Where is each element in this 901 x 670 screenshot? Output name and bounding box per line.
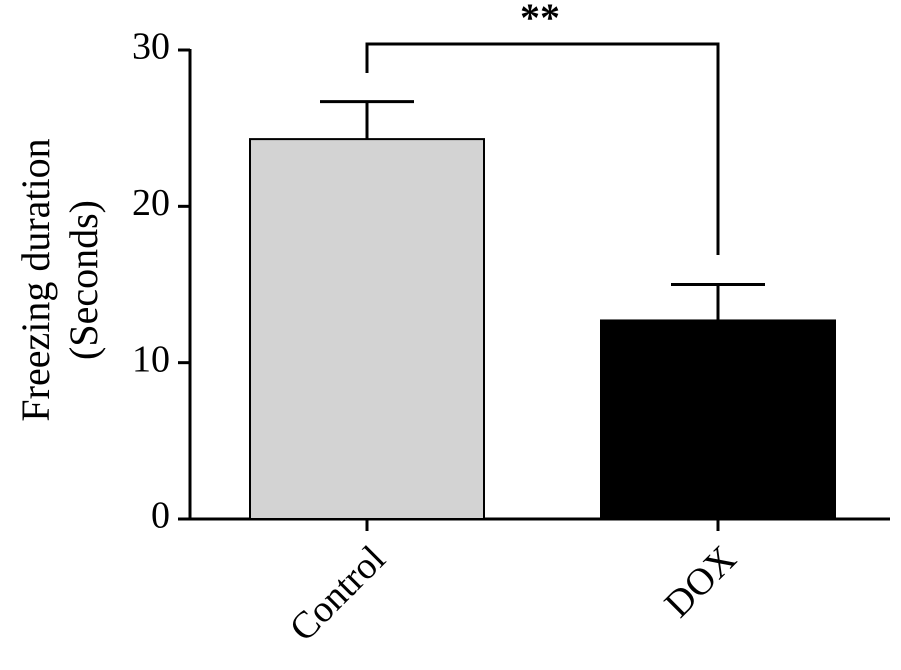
y-tick-label: 20: [132, 182, 170, 224]
x-tick-label: Control: [282, 538, 394, 650]
bar: [249, 138, 485, 521]
y-tick-label: 10: [132, 338, 170, 380]
bar: [600, 319, 836, 520]
y-tick-label: 30: [132, 26, 170, 68]
x-tick-label: DOX: [657, 538, 745, 626]
significance-label: **: [520, 0, 560, 40]
y-axis-label: (Seconds): [61, 200, 106, 360]
y-tick-label: 0: [151, 495, 170, 537]
significance-bracket: [365, 42, 720, 255]
y-axis-label: Freezing duration: [13, 138, 58, 421]
